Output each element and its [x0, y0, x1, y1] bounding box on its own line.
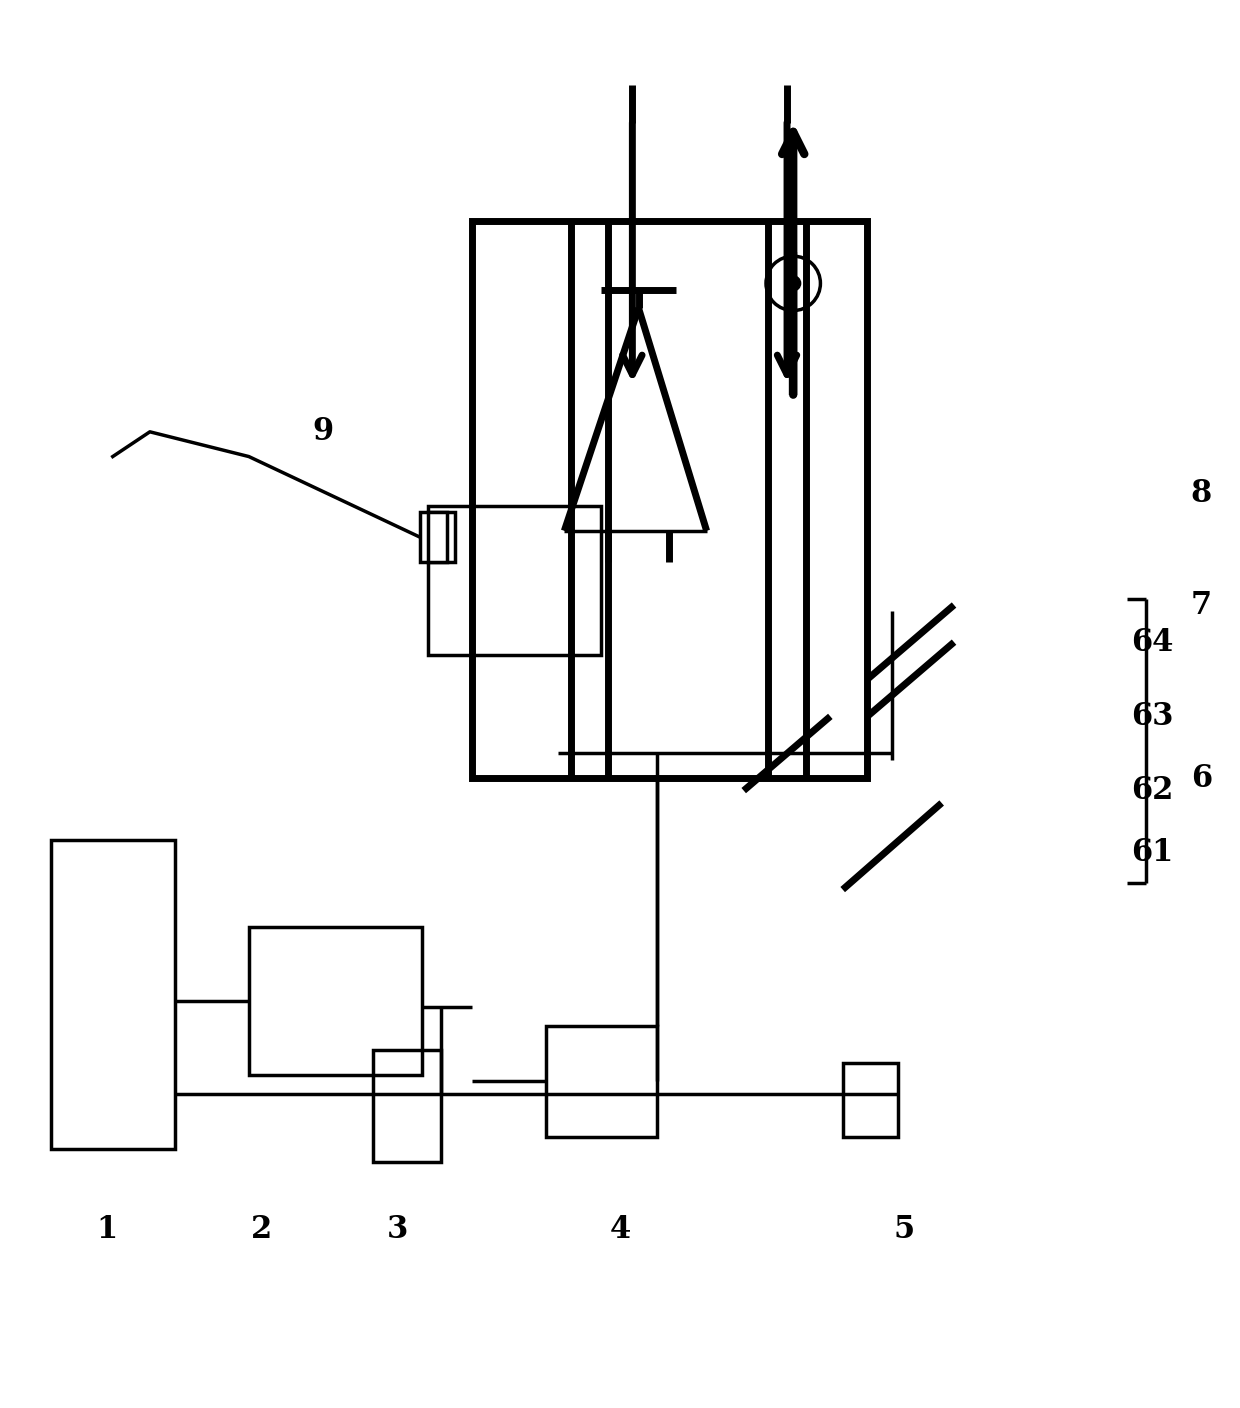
- Bar: [546, 1025, 657, 1138]
- Bar: [51, 841, 175, 1149]
- Text: 63: 63: [1131, 701, 1173, 732]
- Text: 8: 8: [1190, 479, 1213, 510]
- Text: 62: 62: [1131, 776, 1173, 807]
- Text: 64: 64: [1131, 627, 1173, 658]
- Text: 1: 1: [95, 1214, 117, 1245]
- Bar: [428, 513, 455, 562]
- Bar: [419, 513, 446, 562]
- Circle shape: [786, 276, 801, 291]
- Bar: [471, 221, 868, 779]
- Text: 2: 2: [250, 1214, 272, 1245]
- Bar: [843, 1063, 898, 1138]
- Text: 6: 6: [1190, 763, 1211, 794]
- Bar: [428, 505, 601, 655]
- Text: 4: 4: [609, 1214, 631, 1245]
- Text: 9: 9: [312, 417, 334, 448]
- Text: 61: 61: [1131, 836, 1173, 867]
- Text: 3: 3: [387, 1214, 408, 1245]
- Text: 5: 5: [894, 1214, 915, 1245]
- Bar: [372, 1050, 440, 1162]
- Bar: [249, 926, 422, 1076]
- Text: 7: 7: [1190, 590, 1211, 621]
